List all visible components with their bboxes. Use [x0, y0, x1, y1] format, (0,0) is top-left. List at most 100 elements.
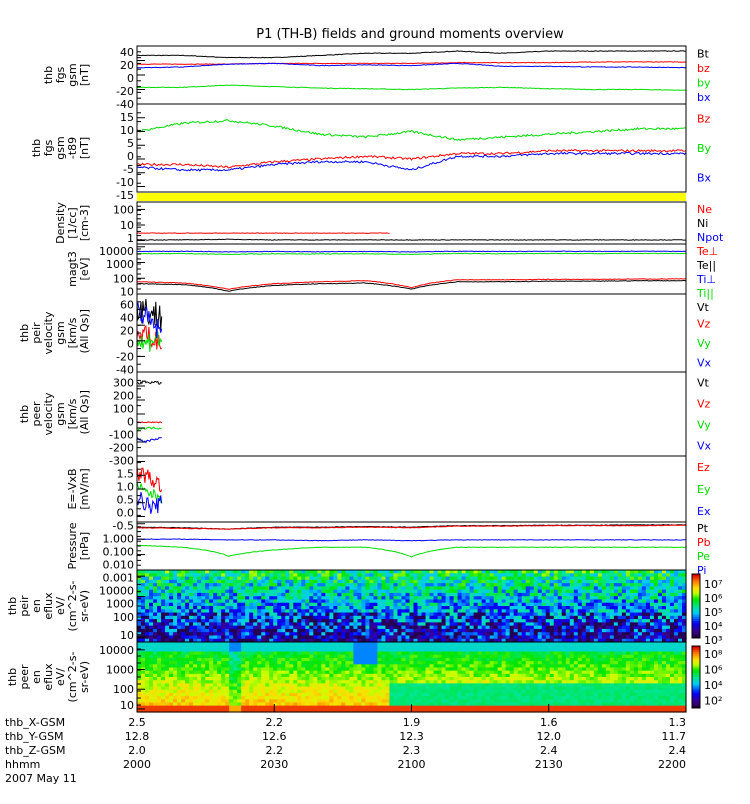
legend-Vt: Vt — [697, 301, 710, 314]
series-line-Ni — [137, 239, 686, 240]
legend-Ti⊥: Ti⊥ — [696, 273, 716, 286]
legend-Vy: Vy — [697, 337, 711, 350]
legend-Npot: Npot — [697, 231, 724, 244]
series-line-Bz — [137, 150, 686, 168]
legend-Vx: Vx — [697, 356, 712, 369]
series-line-Ti|| — [137, 253, 686, 254]
series-line-Ne — [137, 233, 390, 234]
y-tick-label: 100 — [113, 611, 134, 624]
y-tick-label: 200 — [113, 389, 134, 402]
y-tick-label: 0.010 — [103, 558, 135, 571]
panel-frame — [137, 202, 686, 244]
panel-peir_vel: VtVzVyVx6040200-20-40thbpeirvelocitygsm[… — [18, 294, 712, 376]
legend-Ex: Ex — [697, 505, 711, 518]
y-tick-label: -15 — [116, 189, 134, 202]
legend-Pb: Pb — [697, 536, 711, 549]
y-tick-label: -100 — [109, 428, 134, 441]
legend-Pt: Pt — [697, 522, 709, 535]
y-tick-label: 60 — [120, 298, 134, 311]
legend-Te⊥: Te⊥ — [696, 245, 718, 258]
y-tick-label: 40 — [120, 46, 134, 59]
y-tick-label: 0.5 — [117, 493, 135, 506]
y-axis-label: Pressure[nPa] — [66, 522, 91, 569]
legend-Bz: Bz — [697, 113, 711, 126]
legend-Te||: Te|| — [696, 259, 716, 272]
panel-frame — [137, 46, 686, 104]
series-line-Ti⊥ — [137, 251, 686, 252]
series-line-Pb — [137, 525, 686, 529]
panel-frame — [137, 104, 686, 192]
y-tick-label: 0 — [127, 337, 134, 350]
panel-frame — [137, 294, 686, 372]
y-tick-label: 1000 — [106, 258, 134, 271]
y-axis-label: thbpeirvelocitygsm[km/s (All Qs)] — [18, 309, 91, 357]
colorbar-label: 10⁷ — [704, 578, 722, 591]
y-tick-label: 100 — [113, 272, 134, 285]
y-tick-label: 300 — [113, 376, 134, 389]
legend-Vz: Vz — [697, 398, 711, 411]
y-tick-label: -5 — [123, 163, 134, 176]
legend-Vz: Vz — [697, 317, 711, 330]
y-tick-label: -10 — [116, 176, 134, 189]
y-tick-label: 1000 — [106, 597, 134, 610]
y-tick-label: 0 — [127, 72, 134, 85]
legend-Ey: Ey — [697, 483, 711, 496]
legend-Ti||: Ti|| — [696, 287, 714, 300]
panel-frame — [137, 456, 686, 522]
panel-peer_spec: 10⁸10⁶10⁴10²10000100010010thbpeereneflux… — [6, 642, 723, 713]
series-line-Te|| — [137, 281, 686, 292]
y-tick-label: -40 — [116, 363, 134, 376]
y-tick-label: 100 — [113, 203, 134, 216]
y-tick-label: 10 — [120, 285, 134, 298]
legend-Bx: Bx — [697, 171, 712, 184]
colorbar-label: 10⁴ — [704, 620, 723, 633]
y-tick-label: 1.0 — [117, 480, 135, 493]
series-line-Te⊥ — [137, 279, 686, 290]
legend-Vy: Vy — [697, 419, 711, 432]
y-tick-label: 0.0 — [117, 506, 135, 519]
series-line-bz — [137, 62, 686, 65]
legend-by: by — [697, 76, 711, 89]
legend-Vx: Vx — [697, 440, 712, 453]
y-axis-label: thbpeervelocitygsm[km/s (All Qs)] — [18, 390, 91, 438]
y-tick-label: 40 — [120, 311, 134, 324]
series-line-Bx — [137, 152, 686, 171]
legend-By: By — [697, 142, 712, 155]
y-tick-label: 0.100 — [103, 545, 135, 558]
y-tick-label: -20 — [116, 85, 134, 98]
quality-flag-bar — [137, 193, 686, 201]
legend-bx: bx — [697, 91, 711, 104]
series-line-by — [137, 85, 686, 90]
series-line-Ey — [137, 481, 162, 502]
y-tick-label: 0 — [127, 415, 134, 428]
legend-Ni: Ni — [697, 217, 708, 230]
y-tick-label: 100 — [113, 402, 134, 415]
y-tick-label: 1 — [127, 232, 134, 245]
panel-frame — [137, 372, 686, 456]
y-tick-label: -20 — [116, 350, 134, 363]
colorbar-label: 10⁵ — [704, 606, 722, 619]
y-tick-label: 15 — [120, 111, 134, 124]
series-line-By — [137, 120, 686, 141]
y-axis-label: E=-VxB[mV/m] — [66, 468, 91, 509]
y-tick-label: 10 — [120, 124, 134, 137]
y-tick-label: 10 — [120, 629, 134, 642]
series-line-Bt — [137, 51, 686, 58]
legend-bz: bz — [697, 62, 710, 75]
panel-peer_vel: VtVzVyVx3002001000-100-200-300thbpeervel… — [18, 372, 712, 467]
series-line-Pi — [137, 539, 686, 541]
legend-Ez: Ez — [697, 461, 710, 474]
y-axis-label: Density[1/cc][cm-3] — [54, 202, 91, 244]
y-axis-label: thbfgsgsm-t89[nT] — [30, 136, 91, 159]
y-tick-label: -0.5 — [113, 519, 134, 532]
series-line-Vt — [137, 381, 162, 384]
y-tick-label: 20 — [120, 59, 134, 72]
colorbar-label: 10³ — [704, 634, 722, 647]
y-tick-label: 10 — [120, 219, 134, 232]
